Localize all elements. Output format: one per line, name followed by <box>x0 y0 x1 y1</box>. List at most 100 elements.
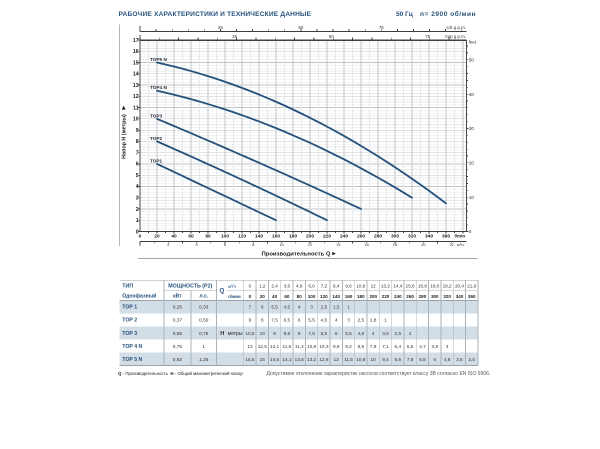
svg-text:20: 20 <box>469 160 474 165</box>
svg-text:320: 320 <box>443 294 451 299</box>
svg-text:75: 75 <box>425 34 430 39</box>
svg-text:0: 0 <box>136 229 139 235</box>
svg-text:260: 260 <box>357 234 365 240</box>
svg-text:360: 360 <box>442 234 450 240</box>
svg-text:1: 1 <box>136 218 139 224</box>
svg-text:15: 15 <box>133 60 139 66</box>
svg-text:13,2: 13,2 <box>381 284 390 289</box>
svg-text:12: 12 <box>371 284 377 289</box>
svg-text:15,5: 15,5 <box>245 357 255 362</box>
svg-text:Н: Н <box>220 331 224 337</box>
svg-text:280: 280 <box>374 234 382 240</box>
svg-text:5: 5 <box>136 173 139 179</box>
svg-text:ТИП: ТИП <box>122 283 133 289</box>
svg-text:7,9: 7,9 <box>370 344 377 349</box>
svg-text:2: 2 <box>409 331 412 336</box>
svg-text:10: 10 <box>260 331 266 336</box>
svg-text:0: 0 <box>139 34 142 39</box>
svg-text:240: 240 <box>340 234 348 240</box>
svg-text:360: 360 <box>468 294 476 299</box>
svg-text:TOP5 N: TOP5 N <box>150 57 167 62</box>
svg-text:TOP3: TOP3 <box>150 113 163 118</box>
svg-text:2,4: 2,4 <box>271 284 278 289</box>
svg-text:метры: метры <box>228 331 243 337</box>
svg-text:7,2: 7,2 <box>321 284 328 289</box>
svg-text:6: 6 <box>298 318 301 323</box>
svg-text:11,6: 11,6 <box>283 344 292 349</box>
svg-text:4,8: 4,8 <box>358 331 365 336</box>
svg-text:1,8: 1,8 <box>370 318 377 323</box>
svg-text:0,55: 0,55 <box>173 331 183 337</box>
svg-text:3,5: 3,5 <box>382 331 389 336</box>
svg-text:11,3: 11,3 <box>295 344 304 349</box>
svg-text:16: 16 <box>133 49 139 55</box>
svg-text:50: 50 <box>298 25 303 30</box>
svg-text:0: 0 <box>469 229 472 234</box>
svg-text:14: 14 <box>336 242 341 247</box>
svg-text:10,8: 10,8 <box>307 344 317 349</box>
svg-text:л.с.: л.с. <box>199 294 208 300</box>
svg-text:0: 0 <box>139 25 142 30</box>
svg-text:120: 120 <box>320 294 328 299</box>
svg-text:40: 40 <box>469 92 474 97</box>
svg-text:12: 12 <box>133 94 139 100</box>
svg-text:340: 340 <box>425 234 433 240</box>
svg-text:180: 180 <box>357 294 365 299</box>
svg-text:0: 0 <box>139 242 142 247</box>
svg-text:feet: feet <box>469 40 477 45</box>
svg-text:4: 4 <box>372 331 375 336</box>
svg-text:Q: Q <box>220 289 225 295</box>
svg-text:TOP4 N: TOP4 N <box>150 85 167 90</box>
svg-text:TOP2: TOP2 <box>150 136 163 141</box>
svg-text:3: 3 <box>310 305 313 310</box>
svg-text:8: 8 <box>252 242 255 247</box>
svg-text:18: 18 <box>393 242 398 247</box>
svg-text:18,0: 18,0 <box>430 284 439 289</box>
svg-text:10: 10 <box>371 357 377 362</box>
svg-text:0,92: 0,92 <box>173 357 183 363</box>
svg-text:2: 2 <box>136 207 139 213</box>
svg-text:6: 6 <box>335 331 338 336</box>
svg-text:50 Гц: 50 Гц <box>396 11 413 18</box>
svg-text:260: 260 <box>406 294 414 299</box>
svg-text:13,2: 13,2 <box>307 357 317 362</box>
svg-text:20: 20 <box>260 294 266 299</box>
svg-text:7,5: 7,5 <box>271 318 278 323</box>
svg-text:4: 4 <box>298 305 301 310</box>
svg-text:340: 340 <box>456 294 464 299</box>
svg-text:25: 25 <box>218 25 223 30</box>
svg-text:7,5: 7,5 <box>308 331 315 336</box>
svg-text:10: 10 <box>133 117 139 123</box>
svg-text:320: 320 <box>408 234 416 240</box>
svg-text:0,75: 0,75 <box>199 331 209 337</box>
svg-text:5,5: 5,5 <box>308 318 315 323</box>
svg-text:21,6: 21,6 <box>467 284 476 289</box>
svg-text:80: 80 <box>205 234 211 240</box>
svg-text:14: 14 <box>133 72 139 78</box>
svg-text:Допустимое отклонение характер: Допустимое отклонение характеристик насо… <box>267 371 491 377</box>
svg-text:200: 200 <box>369 294 377 299</box>
svg-text:2,5: 2,5 <box>468 357 475 362</box>
svg-text:4,7: 4,7 <box>419 344 426 349</box>
svg-text:8,8: 8,8 <box>284 331 291 336</box>
svg-text:15,6: 15,6 <box>406 284 415 289</box>
svg-text:5,5: 5,5 <box>345 331 352 336</box>
svg-text:100: 100 <box>308 294 316 299</box>
svg-text:14,5: 14,5 <box>270 357 280 362</box>
svg-text:2,5: 2,5 <box>321 305 328 310</box>
svg-text:300: 300 <box>431 294 439 299</box>
svg-text:100: 100 <box>221 234 229 240</box>
svg-text:0,37: 0,37 <box>173 318 183 324</box>
svg-text:14,1: 14,1 <box>282 357 292 362</box>
svg-text:50: 50 <box>469 57 474 62</box>
svg-text:12,6: 12,6 <box>319 357 329 362</box>
svg-text:19,2: 19,2 <box>443 284 452 289</box>
svg-text:9: 9 <box>249 318 252 323</box>
svg-text:8,4: 8,4 <box>333 284 340 289</box>
svg-text:200: 200 <box>306 234 314 240</box>
svg-text:300: 300 <box>391 234 399 240</box>
svg-text:3: 3 <box>136 196 139 202</box>
svg-text:9,6: 9,6 <box>345 284 352 289</box>
svg-text:5,5: 5,5 <box>271 305 278 310</box>
svg-text:220: 220 <box>382 294 390 299</box>
